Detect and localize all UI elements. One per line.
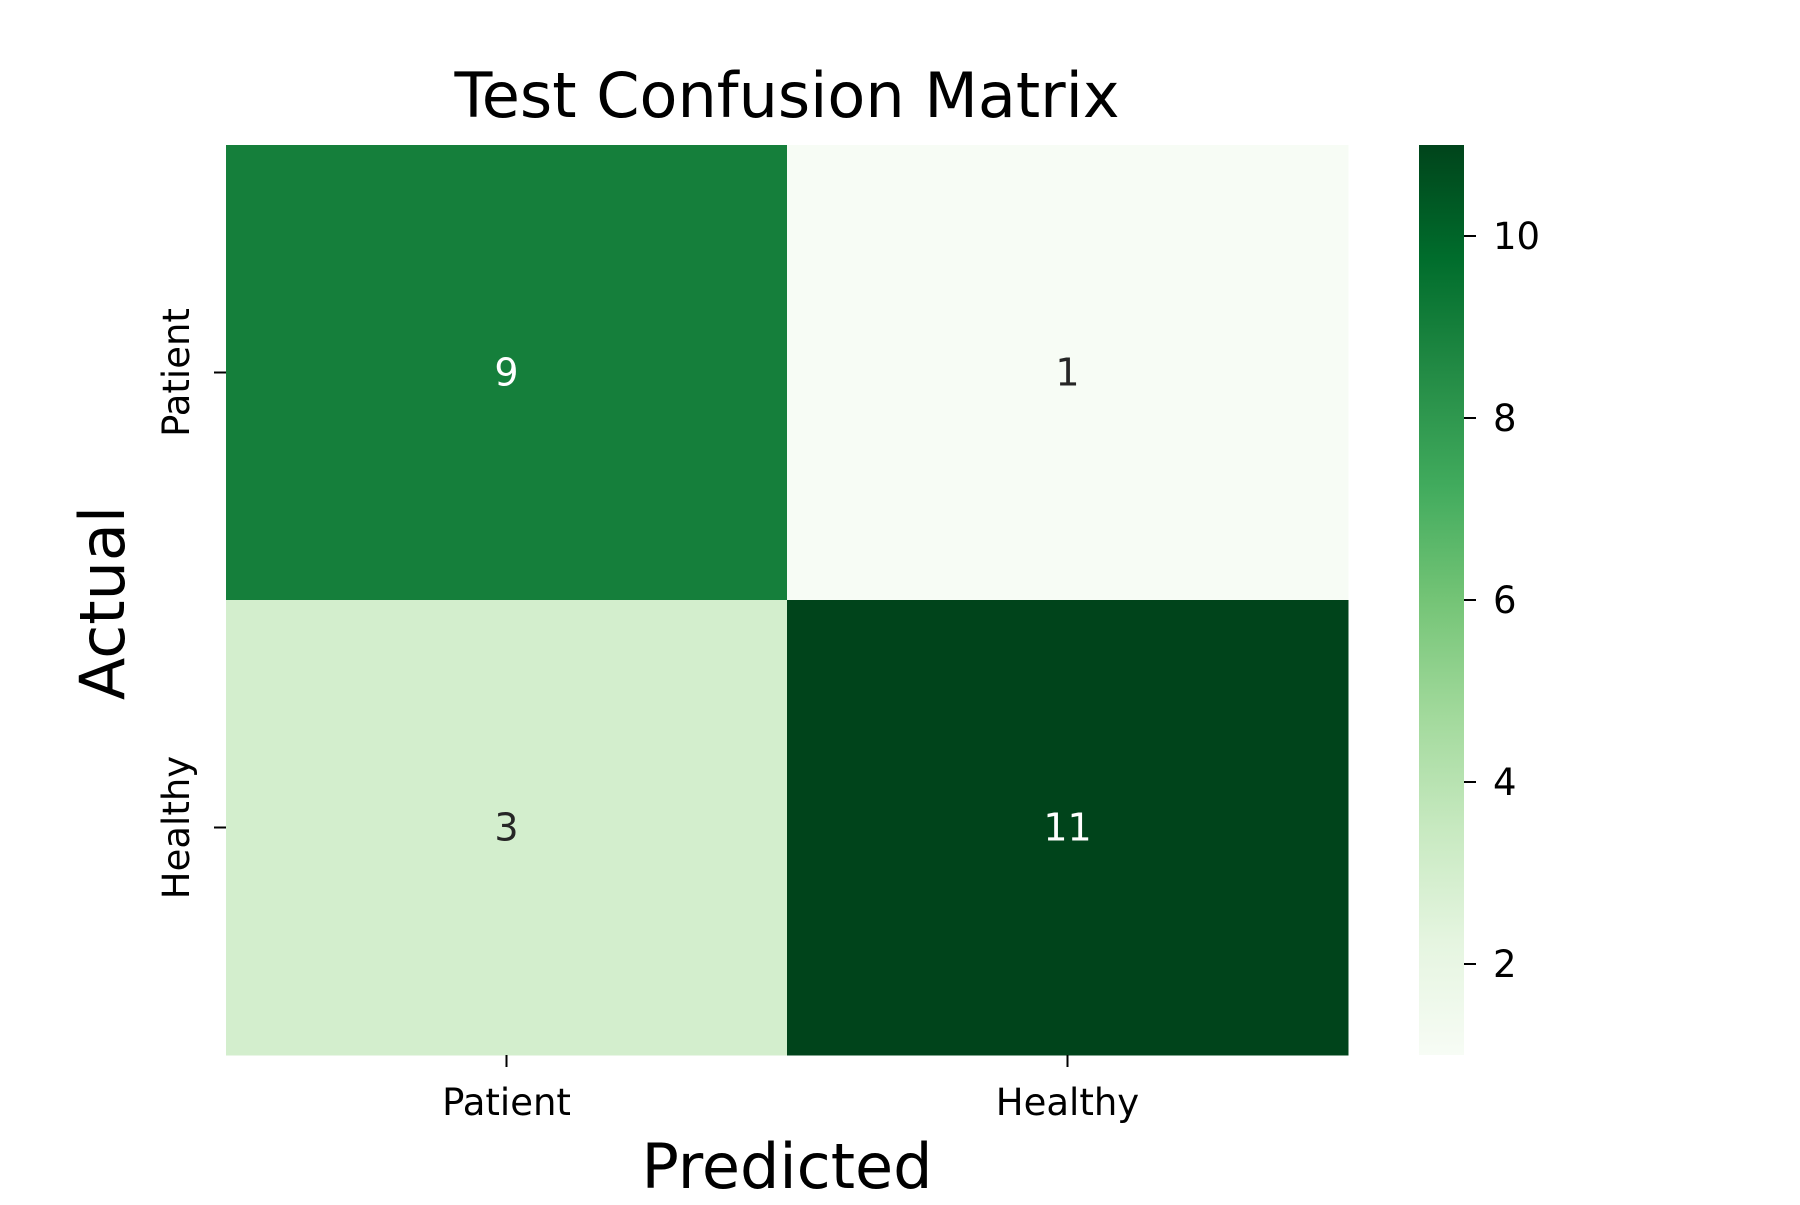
x-tick-label: Healthy (996, 1081, 1139, 1124)
colorbar-tick-label: 4 (1493, 761, 1517, 804)
heatmap-cell-labels: 9 1 3 11 (494, 351, 1091, 850)
colorbar-tick-label: 2 (1493, 943, 1517, 986)
colorbar (1419, 145, 1464, 1055)
heatmap-cell (226, 600, 788, 1056)
heatmap-cells (226, 145, 1349, 1056)
x-tick-label: Patient (442, 1081, 571, 1124)
cell-value-label: 9 (494, 351, 518, 395)
y-axis: Patient Healthy (155, 308, 226, 899)
cell-value-label: 1 (1055, 351, 1079, 395)
cell-value-label: 11 (1043, 806, 1091, 850)
y-tick-label: Patient (155, 308, 198, 437)
heatmap-cell (787, 145, 1349, 601)
cell-value-label: 3 (494, 806, 518, 850)
colorbar-tick-label: 6 (1493, 579, 1517, 622)
y-axis-label: Actual (66, 506, 139, 700)
colorbar-ticks: 2 4 6 8 10 (1464, 215, 1540, 986)
heatmap-cell (226, 145, 788, 601)
y-tick-label: Healthy (155, 756, 198, 899)
x-axis-label: Predicted (641, 1130, 932, 1200)
colorbar-tick-label: 10 (1493, 215, 1540, 258)
chart-title: Test Confusion Matrix (453, 59, 1119, 132)
heatmap-cell (787, 600, 1349, 1056)
colorbar-tick-label: 8 (1493, 397, 1517, 440)
x-axis: Patient Healthy (442, 1055, 1139, 1124)
